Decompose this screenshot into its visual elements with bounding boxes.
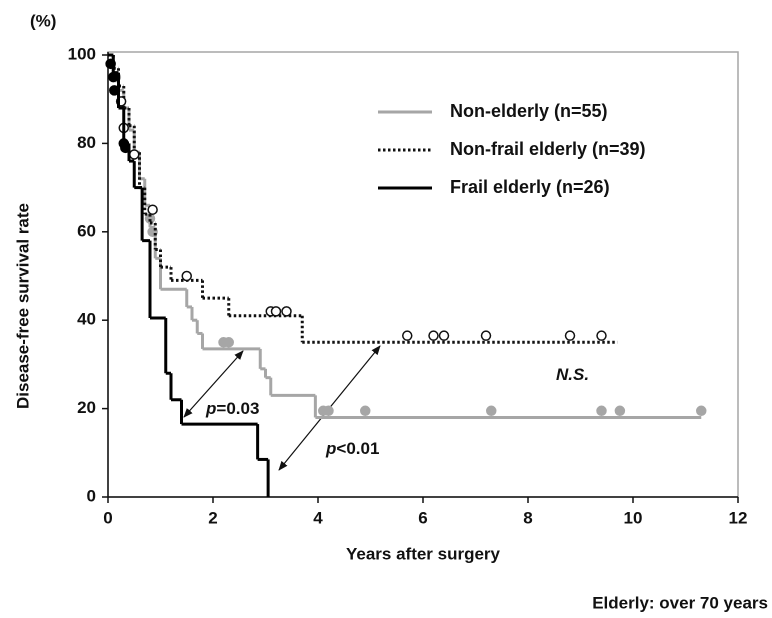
censor-marker xyxy=(402,330,413,341)
y-tick-label: 60 xyxy=(77,221,96,240)
y-tick-label: 100 xyxy=(68,44,96,63)
censor-marker xyxy=(564,330,576,341)
x-tick-label: 10 xyxy=(624,508,643,527)
censor-marker xyxy=(428,330,439,341)
legend-label: Non-frail elderly (n=39) xyxy=(450,139,646,159)
legend: Non-elderly (n=55) Non-frail elderly (n=3… xyxy=(378,101,646,197)
censor-marker xyxy=(109,85,120,96)
footnote: Elderly: over 70 years xyxy=(592,593,768,612)
x-axis-title: Years after surgery xyxy=(346,544,501,563)
legend-label: Non-elderly (n=55) xyxy=(450,101,608,121)
series xyxy=(105,53,270,497)
censor-marker xyxy=(596,405,607,417)
censor-marker xyxy=(281,306,292,317)
annotation: p=0.03 xyxy=(205,399,259,418)
censor-marker xyxy=(223,337,234,348)
annotation-text: =0.03 xyxy=(216,399,259,418)
series xyxy=(108,53,618,344)
series xyxy=(105,53,707,419)
arrow xyxy=(183,350,244,418)
censor-marker xyxy=(120,142,131,154)
censor-marker xyxy=(480,330,492,341)
y-tick-label: 80 xyxy=(77,133,96,152)
annotation-italic: N.S. xyxy=(556,365,589,384)
censor-marker xyxy=(486,405,497,417)
annotation: p<0.01 xyxy=(325,439,379,458)
y-axis-title: Disease-free survival rate xyxy=(13,203,32,409)
x-tick-label: 6 xyxy=(418,508,427,527)
y-tick-label: 0 xyxy=(87,486,96,505)
censor-marker xyxy=(596,330,607,341)
x-tick-label: 0 xyxy=(103,508,112,527)
x-tick-label: 8 xyxy=(523,508,532,527)
plot-frame xyxy=(107,51,739,498)
annotation: N.S. xyxy=(556,365,589,384)
censor-marker xyxy=(696,405,707,417)
annotation-italic: p xyxy=(325,439,336,458)
censor-marker xyxy=(181,270,192,282)
y-tick-label: 40 xyxy=(77,310,96,329)
y-tick-label: 20 xyxy=(77,398,96,417)
censor-marker xyxy=(360,405,371,417)
x-tick-label: 12 xyxy=(729,508,748,527)
censor-marker xyxy=(108,71,119,83)
censor-marker xyxy=(129,149,140,160)
y-unit: (%) xyxy=(30,11,56,30)
censor-marker xyxy=(147,204,158,215)
censor-marker xyxy=(270,306,282,317)
censor-marker xyxy=(323,405,334,417)
censor-marker xyxy=(614,405,626,417)
x-tick-label: 4 xyxy=(313,508,323,527)
legend-label: Frail elderly (n=26) xyxy=(450,177,610,197)
annotation-text: <0.01 xyxy=(336,439,379,458)
censor-marker xyxy=(438,330,450,341)
x-tick-label: 2 xyxy=(208,508,217,527)
annotation-italic: p xyxy=(205,399,216,418)
censor-marker xyxy=(105,58,116,70)
